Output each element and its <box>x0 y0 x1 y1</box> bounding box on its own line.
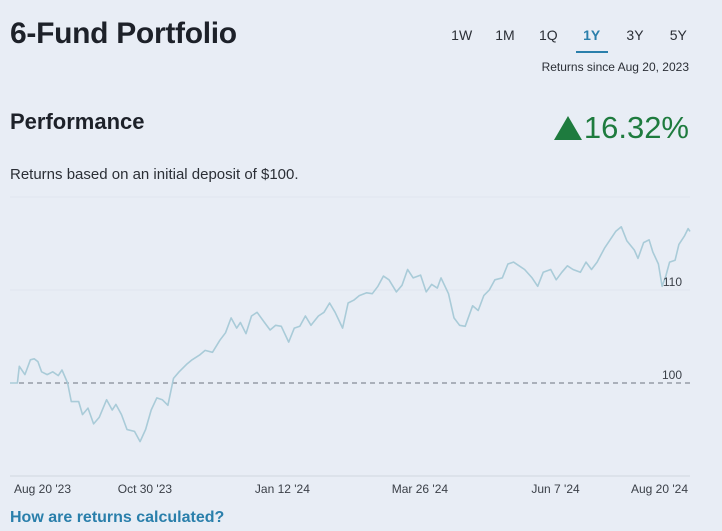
tab-1q[interactable]: 1Q <box>538 27 558 43</box>
x-tick-label: Mar 26 '24 <box>392 482 449 496</box>
performance-heading: Performance <box>10 109 145 134</box>
performance-subtitle: Returns based on an initial deposit of $… <box>10 166 299 183</box>
x-tick-label: Oct 30 '23 <box>118 482 173 496</box>
returns-since-text: Returns since Aug 20, 2023 <box>541 60 689 74</box>
period-tabs: 1W 1M 1Q 1Y 3Y 5Y <box>440 27 700 53</box>
series-line <box>10 226 691 443</box>
tab-5y[interactable]: 5Y <box>669 27 687 43</box>
x-tick-label: Aug 20 '24 <box>631 482 688 496</box>
x-tick-label: Aug 20 '23 <box>14 482 71 496</box>
return-percentage: 16.32% <box>553 110 689 146</box>
tab-1w[interactable]: 1W <box>451 27 473 43</box>
tab-1m[interactable]: 1M <box>495 27 515 43</box>
x-tick-label: Jan 12 '24 <box>255 482 310 496</box>
tab-3y[interactable]: 3Y <box>626 27 644 43</box>
y-tick-label-100: 100 <box>662 368 682 382</box>
performance-chart: 100 110 Aug 20 '23 Oct 30 '23 Jan 12 '24 Mar … <box>10 196 691 496</box>
triangle-up-icon <box>553 116 582 140</box>
tab-1y[interactable]: 1Y <box>570 27 613 53</box>
x-tick-label: Jun 7 '24 <box>531 482 580 496</box>
returns-calculation-link[interactable]: How are returns calculated? <box>10 509 225 526</box>
return-value: 16.32% <box>583 110 689 145</box>
page-title: 6-Fund Portfolio <box>10 17 237 50</box>
y-tick-label-110: 110 <box>663 275 682 289</box>
